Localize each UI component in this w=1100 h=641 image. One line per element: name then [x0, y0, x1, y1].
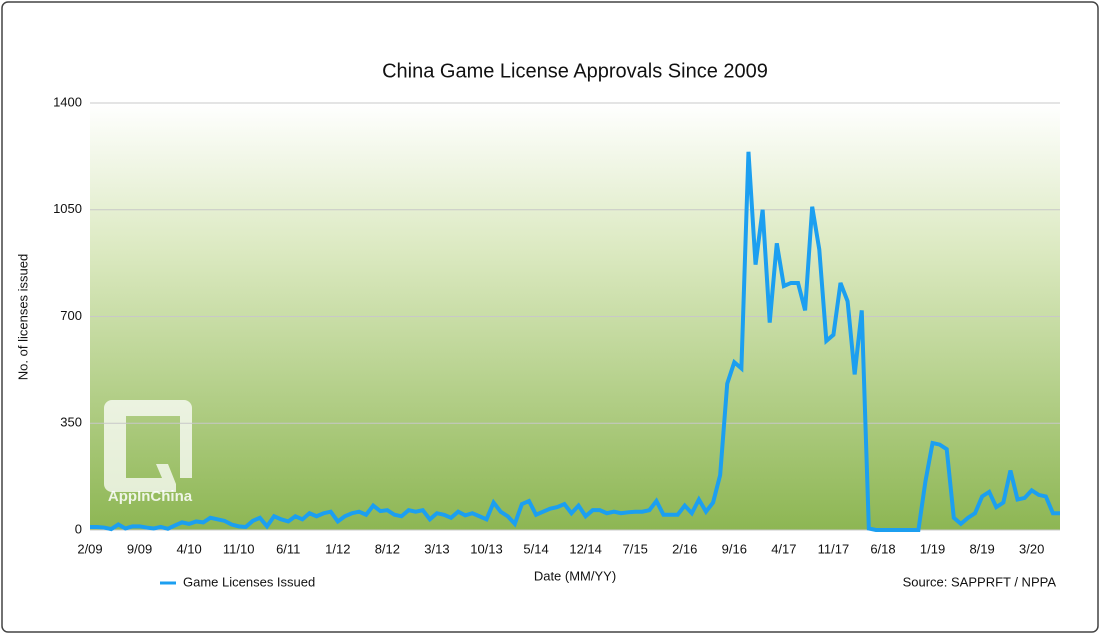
x-axis-label: Date (MM/YY) — [534, 568, 616, 583]
x-tick-label: 11/10 — [223, 541, 255, 556]
x-tick-label: 12/14 — [569, 541, 602, 556]
x-tick-label: 11/17 — [818, 541, 850, 556]
x-tick-label: 5/14 — [523, 541, 548, 556]
x-tick-label: 6/18 — [870, 541, 895, 556]
x-tick-label: 2/09 — [77, 541, 102, 556]
x-tick-label: 2/16 — [672, 541, 697, 556]
y-tick-label: 700 — [60, 308, 82, 323]
x-tick-label: 8/12 — [375, 541, 400, 556]
y-tick-label: 1400 — [53, 94, 82, 109]
legend-label: Game Licenses Issued — [183, 574, 315, 589]
x-tick-label: 4/17 — [771, 541, 796, 556]
x-tick-label: 1/12 — [325, 541, 350, 556]
x-tick-label: 6/11 — [276, 541, 300, 556]
source: Source: SAPPRFT / NPPA — [903, 574, 1057, 589]
watermark: AppInChina — [108, 488, 193, 505]
x-tick-label: 9/16 — [722, 541, 747, 556]
x-tick-label: 9/09 — [127, 541, 152, 556]
x-tick-label: 3/13 — [424, 541, 449, 556]
data-line — [90, 151, 1060, 532]
x-tick-label: 3/20 — [1019, 541, 1044, 556]
x-tick-label: 1/19 — [920, 541, 945, 556]
y-tick-label: 1050 — [53, 201, 82, 216]
y-tick-label: 350 — [60, 415, 82, 430]
x-tick-label: 4/10 — [176, 541, 201, 556]
y-axis-label: No. of licenses issued — [15, 254, 30, 380]
chart-title: China Game License Approvals Since 2009 — [382, 60, 768, 82]
x-tick-label: 7/15 — [623, 541, 648, 556]
x-tick-label: 8/19 — [969, 541, 994, 556]
x-tick-label: 10/13 — [470, 541, 503, 556]
y-tick-label: 0 — [75, 521, 82, 536]
